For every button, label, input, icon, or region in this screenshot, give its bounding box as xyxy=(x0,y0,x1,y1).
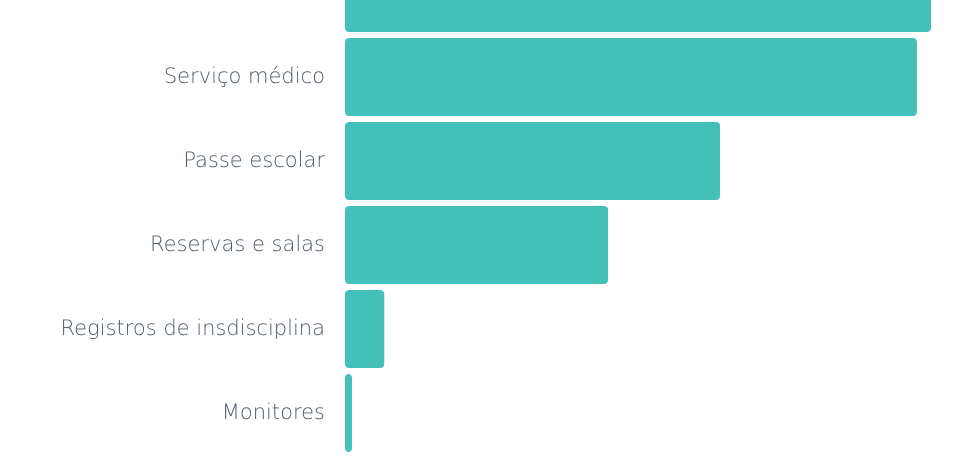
y-tick-label: Serviço médico xyxy=(164,64,325,88)
bar xyxy=(345,290,385,368)
y-tick-label: Registros de insdisciplina xyxy=(61,316,326,340)
y-tick-label: Monitores xyxy=(222,400,325,424)
y-tick-label: Reservas e salas xyxy=(150,232,325,256)
bar xyxy=(345,38,917,116)
bar xyxy=(345,0,931,32)
bar xyxy=(345,206,609,284)
bar xyxy=(345,374,353,452)
y-tick-label: Passe escolar xyxy=(183,148,325,172)
bar xyxy=(345,122,721,200)
